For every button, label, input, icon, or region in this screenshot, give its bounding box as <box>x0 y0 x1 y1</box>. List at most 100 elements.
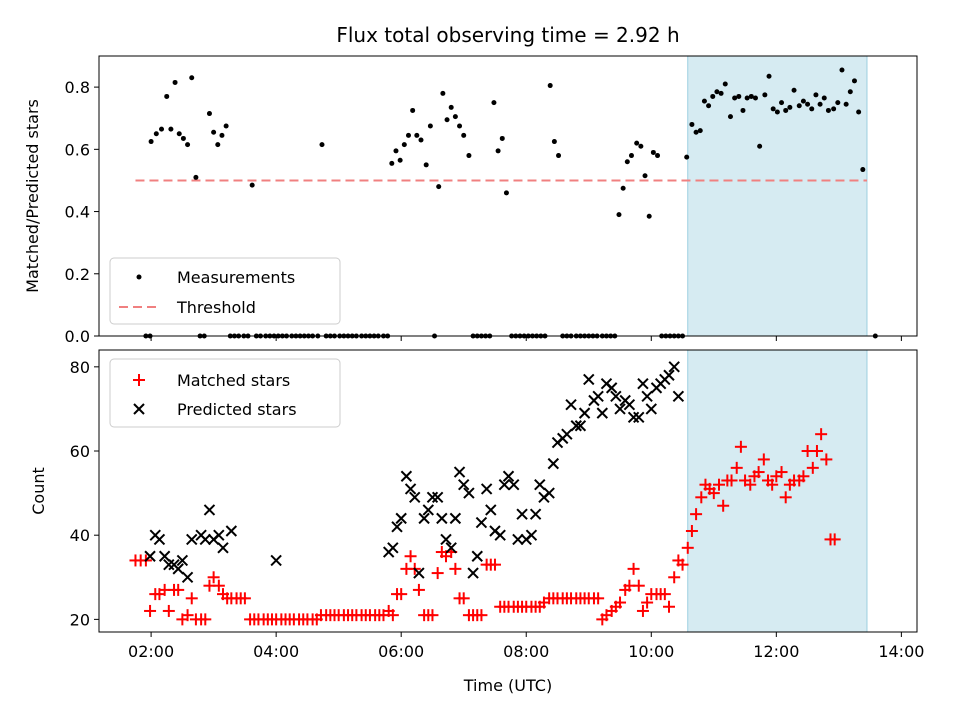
measurement-point <box>168 126 174 132</box>
matched-star-point <box>449 562 462 575</box>
measurement-point <box>787 104 793 110</box>
matched-star-point <box>475 609 488 622</box>
predicted-star-point <box>445 542 457 554</box>
predicted-star-point <box>494 529 506 541</box>
measurement-point <box>164 93 170 99</box>
matched-star-point <box>412 583 425 596</box>
measurement-point <box>655 153 661 159</box>
matched-star-point <box>828 533 841 546</box>
matched-star-point <box>681 541 694 554</box>
top-y-tick-label: 0.4 <box>65 203 90 222</box>
legend-matched-marker <box>133 374 145 386</box>
measurement-point <box>740 107 746 113</box>
measurement-point <box>172 79 178 85</box>
measurement-point <box>159 126 165 132</box>
x-axis-label: Time (UTC) <box>463 676 552 695</box>
top-y-ticks: 0.0 0.2 0.4 0.6 0.8 <box>65 78 99 346</box>
measurement-point <box>646 213 652 219</box>
measurement-point <box>444 117 450 123</box>
matched-star-point <box>592 592 605 605</box>
top-y-tick-label: 0.6 <box>65 140 90 159</box>
predicted-star-point <box>605 382 618 394</box>
measurement-point <box>466 153 472 159</box>
predicted-star-point <box>516 508 528 520</box>
measurement-point <box>757 143 763 149</box>
matched-star-point <box>779 491 792 504</box>
measurement-point <box>714 89 720 95</box>
measurement-point <box>405 132 411 138</box>
legend-measurements-marker <box>136 274 142 280</box>
measurement-point <box>319 142 325 148</box>
measurement-point <box>727 114 733 120</box>
measurement-point <box>556 153 562 159</box>
matched-star-point <box>162 604 175 617</box>
measurement-point <box>642 173 648 179</box>
bottom-points <box>129 361 841 626</box>
top-legend: Measurements Threshold <box>109 257 341 325</box>
predicted-star-point <box>508 478 520 491</box>
matched-star-point <box>457 592 470 605</box>
measurement-point <box>503 190 509 196</box>
top-panel: 0.0 0.2 0.4 0.6 0.8 Flux total observing tim… <box>23 23 918 346</box>
measurement-point <box>697 128 703 134</box>
predicted-star-point <box>565 399 577 411</box>
x-tick-label: 04:00 <box>253 642 299 661</box>
predicted-star-point <box>199 533 211 546</box>
measurement-point <box>710 93 716 99</box>
measurement-point <box>461 132 467 138</box>
predicted-star-point <box>270 554 282 567</box>
measurement-point <box>499 135 505 141</box>
predicted-star-point <box>668 361 680 373</box>
matched-star-point <box>734 440 747 453</box>
bottom-highlight-span <box>687 349 868 633</box>
bottom-y-axis-label: Count <box>29 467 48 515</box>
predicted-star-point <box>391 521 403 533</box>
matched-star-point <box>641 596 654 609</box>
measurement-point <box>628 153 634 159</box>
predicted-star-point <box>596 407 609 419</box>
measurement-point <box>495 148 501 154</box>
bottom-legend: Matched stars Predicted stars <box>109 358 341 428</box>
matched-star-point <box>144 604 157 617</box>
top-y-axis-label: Matched/Predicted stars <box>23 99 42 293</box>
measurement-point <box>706 103 712 109</box>
measurement-point <box>856 109 862 115</box>
matched-star-point <box>199 613 212 626</box>
measurement-point <box>638 143 644 149</box>
measurement-point <box>732 95 738 101</box>
matched-star-point <box>488 558 501 571</box>
measurement-point <box>436 184 442 190</box>
matched-star-point <box>632 579 645 592</box>
predicted-star-point <box>225 525 238 537</box>
predicted-star-point <box>637 377 649 390</box>
matched-star-point <box>238 592 251 605</box>
predicted-star-point <box>471 550 483 562</box>
chart-title: Flux total observing time = 2.92 h <box>336 23 679 47</box>
matched-star-point <box>766 478 779 491</box>
predicted-star-point <box>449 512 462 525</box>
bottom-panel: 20 40 60 80 02:00 04:00 06:00 08:00 10:00 12:00 1… <box>29 349 924 695</box>
measurement-point <box>791 87 797 93</box>
matched-star-point <box>662 600 675 613</box>
x-tick-label: 10:00 <box>628 642 674 661</box>
predicted-star-point <box>627 411 640 424</box>
top-y-tick-label: 0.2 <box>65 265 90 284</box>
measurement-point <box>718 90 724 96</box>
measurement-point <box>148 139 154 145</box>
measurement-point <box>206 111 212 117</box>
predicted-star-point <box>387 542 399 554</box>
matched-star-point <box>627 562 640 575</box>
measurement-point <box>414 132 420 138</box>
top-axes-frame <box>98 55 918 337</box>
predicted-star-point <box>663 369 675 381</box>
predicted-star-point <box>163 558 175 571</box>
measurement-point <box>180 135 186 141</box>
matched-star-point <box>810 445 823 458</box>
matched-star-point <box>695 491 708 504</box>
predicted-star-point <box>172 563 184 575</box>
matched-star-point <box>676 558 689 571</box>
matched-star-point <box>426 609 439 622</box>
measurement-point <box>410 107 416 113</box>
measurement-point <box>452 114 458 120</box>
